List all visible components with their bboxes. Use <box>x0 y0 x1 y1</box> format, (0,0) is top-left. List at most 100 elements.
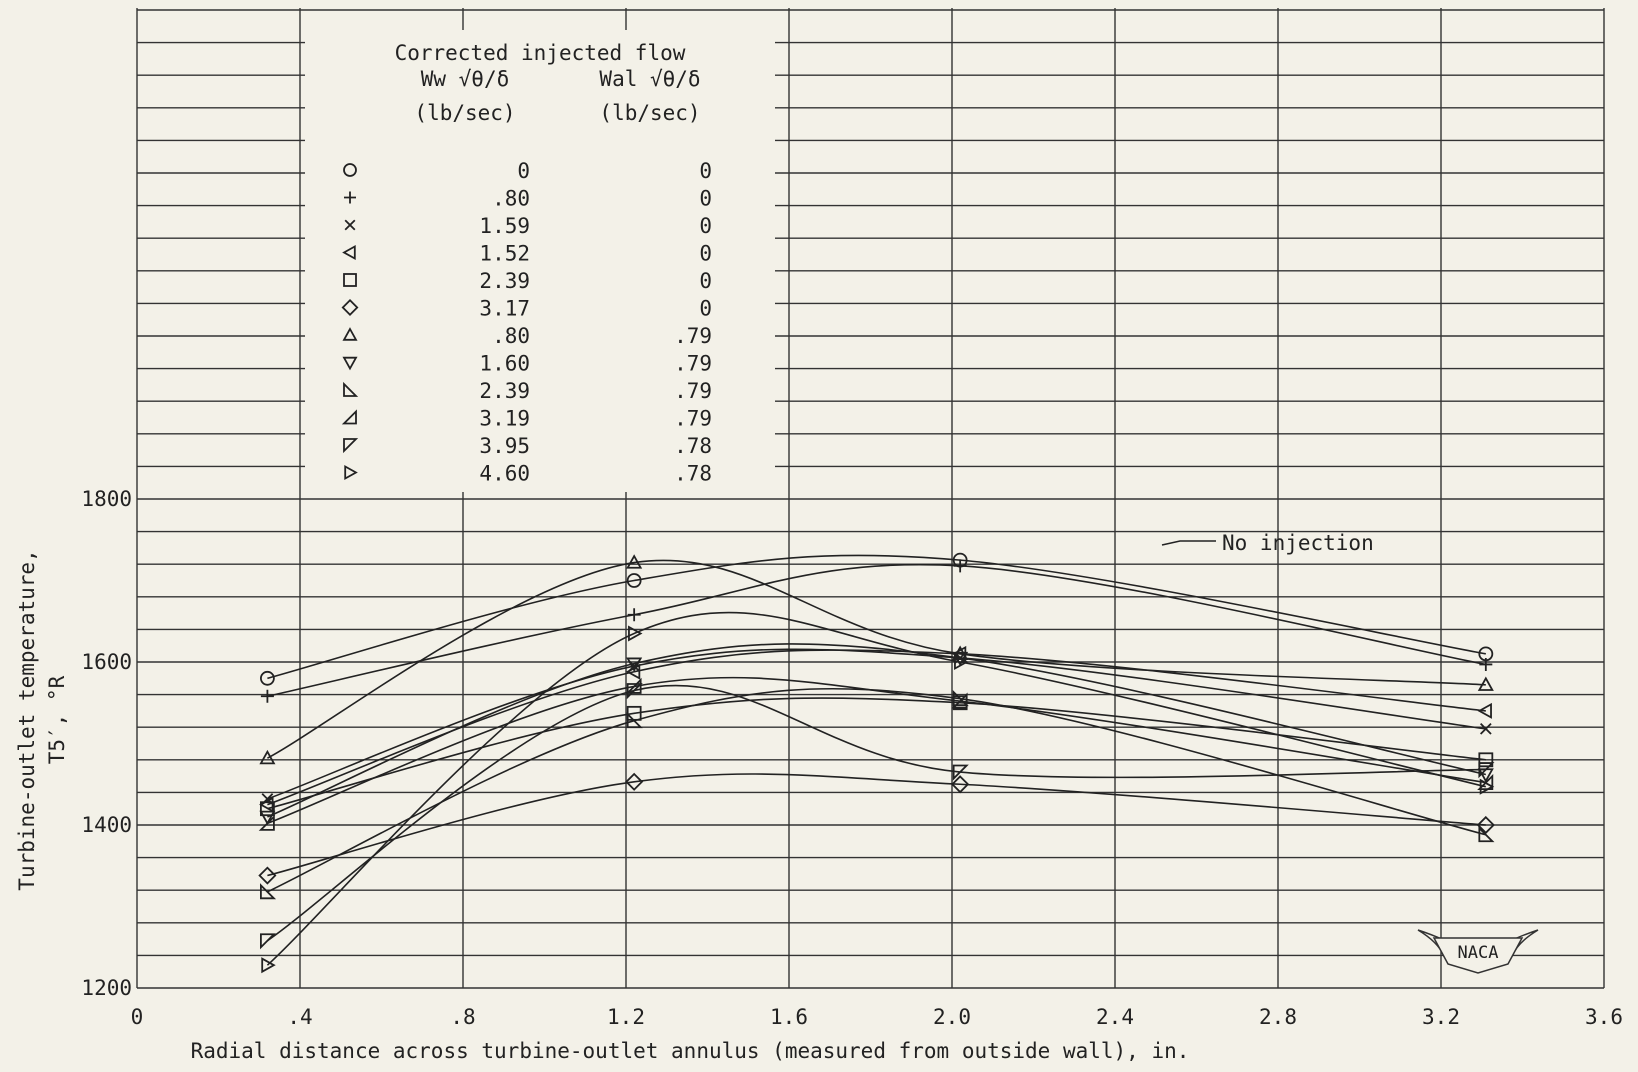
legend-rows: 0 0 .80 0 1.59 0 1.52 0 2.39 0 3.17 0 .80 .79 1.60 .79 2… <box>341 159 712 486</box>
tri-right-marker <box>261 957 276 974</box>
diamond-marker <box>1476 815 1495 835</box>
legend-col1-units: (lb/sec) <box>414 101 515 125</box>
tri-right-marker <box>954 653 969 671</box>
tri-left-marker <box>342 244 356 261</box>
y-axis-symbol: T5′, °R <box>45 675 69 764</box>
legend-ww-value: 3.19 <box>479 407 530 431</box>
legend-ww-value: 4.60 <box>479 462 530 486</box>
series-line-tri-up <box>267 559 1486 759</box>
legend-wal-value: 0 <box>699 297 712 321</box>
tri-down-marker <box>626 657 643 672</box>
legend-ww-value: 0 <box>517 159 530 183</box>
circle-marker <box>259 670 275 686</box>
y-axis-label: Turbine-outlet temperature, <box>15 549 39 890</box>
flag-bl-marker <box>1478 762 1495 779</box>
circle-marker <box>343 163 357 177</box>
series-markers <box>258 552 1495 974</box>
flag-tr-marker <box>951 692 968 709</box>
x-tick-label: .8 <box>450 1005 475 1029</box>
tri-left-marker <box>1477 702 1492 719</box>
x-tick-label: .4 <box>287 1005 312 1029</box>
legend-wal-value: .79 <box>674 324 712 348</box>
diamond-marker <box>258 866 277 885</box>
legend-col2-header: Wal √θ/δ <box>599 67 700 91</box>
diamond-marker <box>951 775 970 794</box>
flag-tr-marker <box>625 677 642 694</box>
y-tick-label: 1400 <box>81 813 132 837</box>
cross-marker <box>1479 722 1492 735</box>
x-axis-label: Radial distance across turbine-outlet an… <box>191 1039 1190 1063</box>
series-line-diamond <box>267 773 1486 877</box>
plus-marker <box>627 608 641 622</box>
x-tick-label: 2.8 <box>1259 1005 1297 1029</box>
flag-br-marker <box>343 381 359 397</box>
legend-title: Corrected injected flow <box>395 41 686 65</box>
legend-wal-value: .79 <box>674 352 712 376</box>
legend-col1-header: Ww √θ/δ <box>421 67 510 91</box>
legend-wal-value: 0 <box>699 269 712 293</box>
legend-ww-value: 1.59 <box>479 214 530 238</box>
y-tick-label: 1800 <box>81 487 132 511</box>
series-line-plus <box>267 563 1486 698</box>
legend-wal-value: .78 <box>674 462 712 486</box>
tri-up-marker <box>1477 676 1494 691</box>
flag-br-marker <box>1478 826 1495 843</box>
annotation-leader-line <box>1161 540 1216 546</box>
flag-tr-marker <box>258 814 275 831</box>
naca-logo: NACA <box>1417 929 1539 974</box>
tri-up-marker <box>626 554 643 569</box>
legend-wal-value: 0 <box>699 187 712 211</box>
flag-br-marker <box>626 712 643 729</box>
plus-marker <box>260 689 274 703</box>
x-tick-label: 2.4 <box>1096 1005 1134 1029</box>
series-line-circle <box>267 554 1486 680</box>
x-tick-label: 1.6 <box>770 1005 808 1029</box>
x-tick-label: 2.0 <box>933 1005 971 1029</box>
naca-emblem <box>1432 937 1524 974</box>
legend-ww-value: 1.52 <box>479 242 530 266</box>
plus-marker <box>953 559 967 573</box>
legend-wal-value: .78 <box>674 434 712 458</box>
flag-tr-marker <box>341 409 357 425</box>
legend-ww-value: 3.95 <box>479 434 530 458</box>
series-line-tri-down <box>267 643 1486 818</box>
flag-br-marker <box>260 883 277 900</box>
square-marker <box>1478 752 1494 768</box>
y-tick-label: 1600 <box>81 650 132 674</box>
tri-down-marker <box>342 356 358 371</box>
no-injection-annotation: No injection <box>1161 531 1374 555</box>
legend-wal-value: 0 <box>699 159 712 183</box>
series-line-tri-right <box>266 611 1487 966</box>
y-tick-label: 1200 <box>81 976 132 1000</box>
tri-up-marker <box>342 327 358 341</box>
x-tick-label: 0 <box>131 1005 144 1029</box>
flag-bl-marker <box>343 438 359 454</box>
plus-marker <box>344 191 356 204</box>
legend-ww-value: 2.39 <box>479 269 530 293</box>
series-line-flag-bl <box>266 684 1486 942</box>
legend-ww-value: .80 <box>492 324 530 348</box>
plot-grid <box>136 8 1605 989</box>
legend-background <box>305 30 775 492</box>
legend-wal-value: .79 <box>674 407 712 431</box>
series-line-flag-tr <box>267 676 1486 825</box>
x-tick-label: 3.2 <box>1422 1005 1460 1029</box>
series-curves <box>266 554 1487 966</box>
flag-br-marker <box>952 690 969 707</box>
tri-down-marker <box>259 810 276 826</box>
legend-wal-value: 0 <box>699 242 712 266</box>
series-line-flag-br <box>267 687 1487 893</box>
cross-marker <box>344 219 356 231</box>
tri-right-marker <box>344 464 358 481</box>
legend-ww-value: 2.39 <box>479 379 530 403</box>
diamond-marker <box>341 299 359 316</box>
series-line-cross <box>267 648 1486 800</box>
square-marker <box>343 273 357 287</box>
tri-up-marker <box>259 749 276 765</box>
tri-right-marker <box>628 625 643 642</box>
legend-ww-value: 3.17 <box>479 297 530 321</box>
naca-logo-text: NACA <box>1458 943 1499 963</box>
plus-marker <box>1479 657 1493 671</box>
